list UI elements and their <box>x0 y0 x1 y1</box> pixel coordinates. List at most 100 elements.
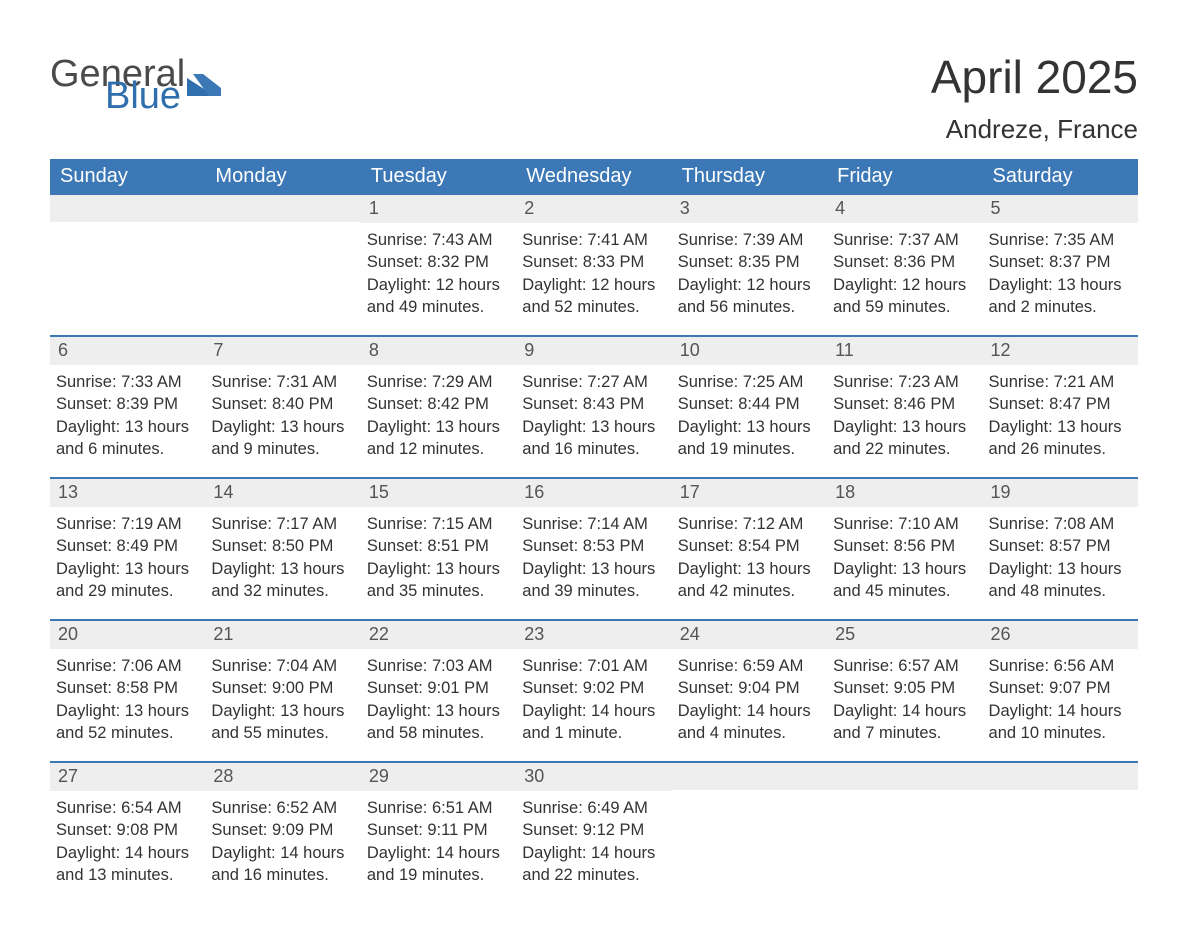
day-cell: 6Sunrise: 7:33 AMSunset: 8:39 PMDaylight… <box>50 337 205 477</box>
sunrise-text: Sunrise: 6:57 AM <box>833 655 974 677</box>
sunset-text: Sunset: 8:42 PM <box>367 393 508 415</box>
day-cell: 18Sunrise: 7:10 AMSunset: 8:56 PMDayligh… <box>827 479 982 619</box>
weekday-header: Thursday <box>672 159 827 195</box>
week-row: 13Sunrise: 7:19 AMSunset: 8:49 PMDayligh… <box>50 477 1138 619</box>
day-body: Sunrise: 7:10 AMSunset: 8:56 PMDaylight:… <box>827 507 982 610</box>
day-number: 6 <box>50 337 205 365</box>
daylight-text: Daylight: 12 hours and 56 minutes. <box>678 274 819 319</box>
sunset-text: Sunset: 8:51 PM <box>367 535 508 557</box>
day-number: 16 <box>516 479 671 507</box>
day-cell: 11Sunrise: 7:23 AMSunset: 8:46 PMDayligh… <box>827 337 982 477</box>
day-cell: 17Sunrise: 7:12 AMSunset: 8:54 PMDayligh… <box>672 479 827 619</box>
sunset-text: Sunset: 8:40 PM <box>211 393 352 415</box>
sunset-text: Sunset: 9:01 PM <box>367 677 508 699</box>
daylight-text: Daylight: 13 hours and 2 minutes. <box>989 274 1130 319</box>
day-number: 25 <box>827 621 982 649</box>
day-number <box>205 195 360 222</box>
day-number: 24 <box>672 621 827 649</box>
sunrise-text: Sunrise: 6:51 AM <box>367 797 508 819</box>
weekday-header: Monday <box>205 159 360 195</box>
day-cell: 7Sunrise: 7:31 AMSunset: 8:40 PMDaylight… <box>205 337 360 477</box>
day-cell <box>205 195 360 335</box>
day-body: Sunrise: 6:59 AMSunset: 9:04 PMDaylight:… <box>672 649 827 752</box>
week-row: 1Sunrise: 7:43 AMSunset: 8:32 PMDaylight… <box>50 195 1138 335</box>
sunset-text: Sunset: 8:58 PM <box>56 677 197 699</box>
day-cell: 2Sunrise: 7:41 AMSunset: 8:33 PMDaylight… <box>516 195 671 335</box>
sunrise-text: Sunrise: 7:29 AM <box>367 371 508 393</box>
sunset-text: Sunset: 9:07 PM <box>989 677 1130 699</box>
day-number: 23 <box>516 621 671 649</box>
brand-logo: General Blue <box>50 58 221 113</box>
day-number: 11 <box>827 337 982 365</box>
day-number <box>827 763 982 790</box>
day-cell: 26Sunrise: 6:56 AMSunset: 9:07 PMDayligh… <box>983 621 1138 761</box>
sunset-text: Sunset: 8:37 PM <box>989 251 1130 273</box>
sunset-text: Sunset: 8:54 PM <box>678 535 819 557</box>
day-number: 2 <box>516 195 671 223</box>
day-body: Sunrise: 7:06 AMSunset: 8:58 PMDaylight:… <box>50 649 205 752</box>
daylight-text: Daylight: 13 hours and 26 minutes. <box>989 416 1130 461</box>
sunset-text: Sunset: 8:36 PM <box>833 251 974 273</box>
day-body: Sunrise: 7:43 AMSunset: 8:32 PMDaylight:… <box>361 223 516 326</box>
daylight-text: Daylight: 14 hours and 7 minutes. <box>833 700 974 745</box>
sunset-text: Sunset: 9:04 PM <box>678 677 819 699</box>
sunset-text: Sunset: 8:53 PM <box>522 535 663 557</box>
sunset-text: Sunset: 8:50 PM <box>211 535 352 557</box>
daylight-text: Daylight: 13 hours and 6 minutes. <box>56 416 197 461</box>
sunrise-text: Sunrise: 7:08 AM <box>989 513 1130 535</box>
sunrise-text: Sunrise: 6:59 AM <box>678 655 819 677</box>
day-body: Sunrise: 7:29 AMSunset: 8:42 PMDaylight:… <box>361 365 516 468</box>
day-body: Sunrise: 6:57 AMSunset: 9:05 PMDaylight:… <box>827 649 982 752</box>
day-body: Sunrise: 7:39 AMSunset: 8:35 PMDaylight:… <box>672 223 827 326</box>
sunset-text: Sunset: 8:35 PM <box>678 251 819 273</box>
daylight-text: Daylight: 13 hours and 48 minutes. <box>989 558 1130 603</box>
daylight-text: Daylight: 13 hours and 12 minutes. <box>367 416 508 461</box>
sunrise-text: Sunrise: 7:37 AM <box>833 229 974 251</box>
sunrise-text: Sunrise: 7:10 AM <box>833 513 974 535</box>
day-number <box>983 763 1138 790</box>
calendar: Sunday Monday Tuesday Wednesday Thursday… <box>50 159 1138 903</box>
day-body: Sunrise: 7:04 AMSunset: 9:00 PMDaylight:… <box>205 649 360 752</box>
sunset-text: Sunset: 8:33 PM <box>522 251 663 273</box>
daylight-text: Daylight: 14 hours and 22 minutes. <box>522 842 663 887</box>
day-body: Sunrise: 7:03 AMSunset: 9:01 PMDaylight:… <box>361 649 516 752</box>
sunrise-text: Sunrise: 6:54 AM <box>56 797 197 819</box>
sunset-text: Sunset: 8:47 PM <box>989 393 1130 415</box>
sunrise-text: Sunrise: 6:56 AM <box>989 655 1130 677</box>
sunrise-text: Sunrise: 7:25 AM <box>678 371 819 393</box>
daylight-text: Daylight: 14 hours and 19 minutes. <box>367 842 508 887</box>
title-block: April 2025 Andreze, France <box>931 50 1138 145</box>
day-number: 13 <box>50 479 205 507</box>
sunset-text: Sunset: 8:49 PM <box>56 535 197 557</box>
day-number: 17 <box>672 479 827 507</box>
daylight-text: Daylight: 14 hours and 13 minutes. <box>56 842 197 887</box>
sunset-text: Sunset: 9:08 PM <box>56 819 197 841</box>
day-cell: 23Sunrise: 7:01 AMSunset: 9:02 PMDayligh… <box>516 621 671 761</box>
daylight-text: Daylight: 13 hours and 16 minutes. <box>522 416 663 461</box>
weekday-header: Saturday <box>983 159 1138 195</box>
daylight-text: Daylight: 13 hours and 45 minutes. <box>833 558 974 603</box>
day-number: 30 <box>516 763 671 791</box>
sunrise-text: Sunrise: 7:17 AM <box>211 513 352 535</box>
daylight-text: Daylight: 13 hours and 52 minutes. <box>56 700 197 745</box>
sunrise-text: Sunrise: 7:06 AM <box>56 655 197 677</box>
sunset-text: Sunset: 8:32 PM <box>367 251 508 273</box>
brand-line2: Blue <box>105 80 185 112</box>
sunrise-text: Sunrise: 7:33 AM <box>56 371 197 393</box>
sunset-text: Sunset: 8:57 PM <box>989 535 1130 557</box>
sunrise-text: Sunrise: 7:12 AM <box>678 513 819 535</box>
sunrise-text: Sunrise: 7:01 AM <box>522 655 663 677</box>
sunrise-text: Sunrise: 6:49 AM <box>522 797 663 819</box>
day-cell: 10Sunrise: 7:25 AMSunset: 8:44 PMDayligh… <box>672 337 827 477</box>
sunset-text: Sunset: 9:05 PM <box>833 677 974 699</box>
daylight-text: Daylight: 13 hours and 19 minutes. <box>678 416 819 461</box>
day-number: 19 <box>983 479 1138 507</box>
week-row: 6Sunrise: 7:33 AMSunset: 8:39 PMDaylight… <box>50 335 1138 477</box>
sunset-text: Sunset: 9:12 PM <box>522 819 663 841</box>
day-body: Sunrise: 6:52 AMSunset: 9:09 PMDaylight:… <box>205 791 360 894</box>
day-number <box>50 195 205 222</box>
day-number: 20 <box>50 621 205 649</box>
sunrise-text: Sunrise: 7:15 AM <box>367 513 508 535</box>
weekday-header: Tuesday <box>361 159 516 195</box>
day-number: 18 <box>827 479 982 507</box>
